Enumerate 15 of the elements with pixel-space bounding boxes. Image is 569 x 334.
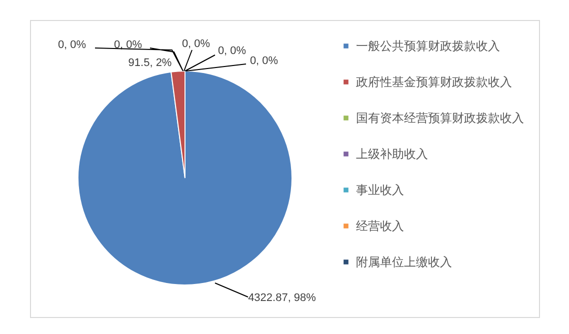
legend-label: 事业收入	[356, 183, 404, 197]
text: 0, 0%	[250, 55, 278, 67]
legend-label: 附属单位上缴收入	[356, 255, 452, 269]
text: 0, 0%	[114, 39, 142, 51]
legend-label: 政府性基金预算财政拨款收入	[356, 75, 512, 89]
pie-slice	[78, 70, 292, 286]
text: 0, 0%	[182, 38, 210, 50]
legend-label: 一般公共预算财政拨款收入	[356, 39, 500, 53]
text: 0, 0%	[218, 45, 246, 57]
data-label: 91.5, 2%	[128, 57, 172, 69]
legend-label: 经营收入	[356, 219, 404, 233]
data-label: 4322.87, 98%	[248, 292, 316, 304]
legend-label: 国有资本经营预算财政拨款收入	[356, 111, 524, 125]
text: 0, 0%	[58, 39, 86, 51]
legend-label: 上级补助收入	[356, 147, 428, 161]
